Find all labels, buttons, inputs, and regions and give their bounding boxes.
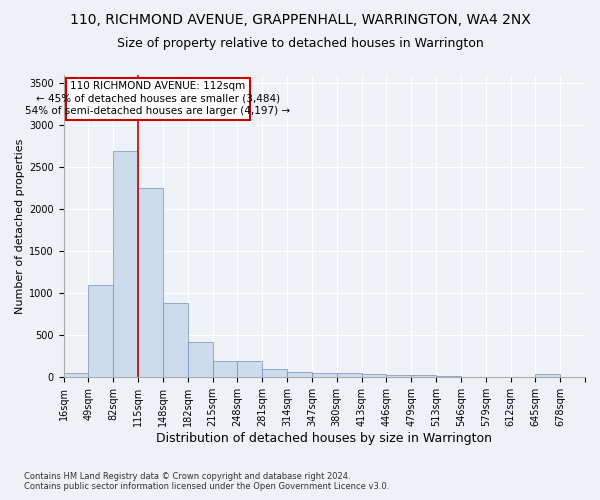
Bar (64, 373, 88, 378)
Bar (138, 188, 163, 378)
Text: 110 RICHMOND AVENUE: 112sqm: 110 RICHMOND AVENUE: 112sqm (70, 81, 245, 91)
Text: Contains public sector information licensed under the Open Government Licence v3: Contains public sector information licen… (24, 482, 389, 491)
Bar (88, 285, 113, 378)
Y-axis label: Number of detached properties: Number of detached properties (15, 138, 25, 314)
Bar (188, 342, 212, 378)
Bar (262, 370, 287, 378)
Bar (337, 373, 362, 378)
Bar (362, 374, 386, 378)
Bar (212, 362, 238, 378)
Text: Contains HM Land Registry data © Crown copyright and database right 2024.: Contains HM Land Registry data © Crown c… (24, 472, 350, 481)
Bar (461, 376, 485, 378)
FancyBboxPatch shape (65, 78, 250, 120)
Bar (535, 374, 560, 378)
Bar (386, 375, 411, 378)
Bar (287, 372, 312, 378)
Bar (238, 362, 262, 378)
Text: 110, RICHMOND AVENUE, GRAPPENHALL, WARRINGTON, WA4 2NX: 110, RICHMOND AVENUE, GRAPPENHALL, WARRI… (70, 12, 530, 26)
Text: 54% of semi-detached houses are larger (4,197) →: 54% of semi-detached houses are larger (… (25, 106, 290, 116)
Bar (113, 150, 138, 378)
Bar (511, 376, 535, 378)
X-axis label: Distribution of detached houses by size in Warrington: Distribution of detached houses by size … (157, 432, 493, 445)
Text: ← 45% of detached houses are smaller (3,484): ← 45% of detached houses are smaller (3,… (35, 94, 280, 104)
Bar (436, 376, 461, 378)
Text: Size of property relative to detached houses in Warrington: Size of property relative to detached ho… (116, 38, 484, 51)
Bar (312, 373, 337, 378)
Bar (485, 376, 511, 378)
Bar (163, 304, 188, 378)
Bar (411, 375, 436, 378)
